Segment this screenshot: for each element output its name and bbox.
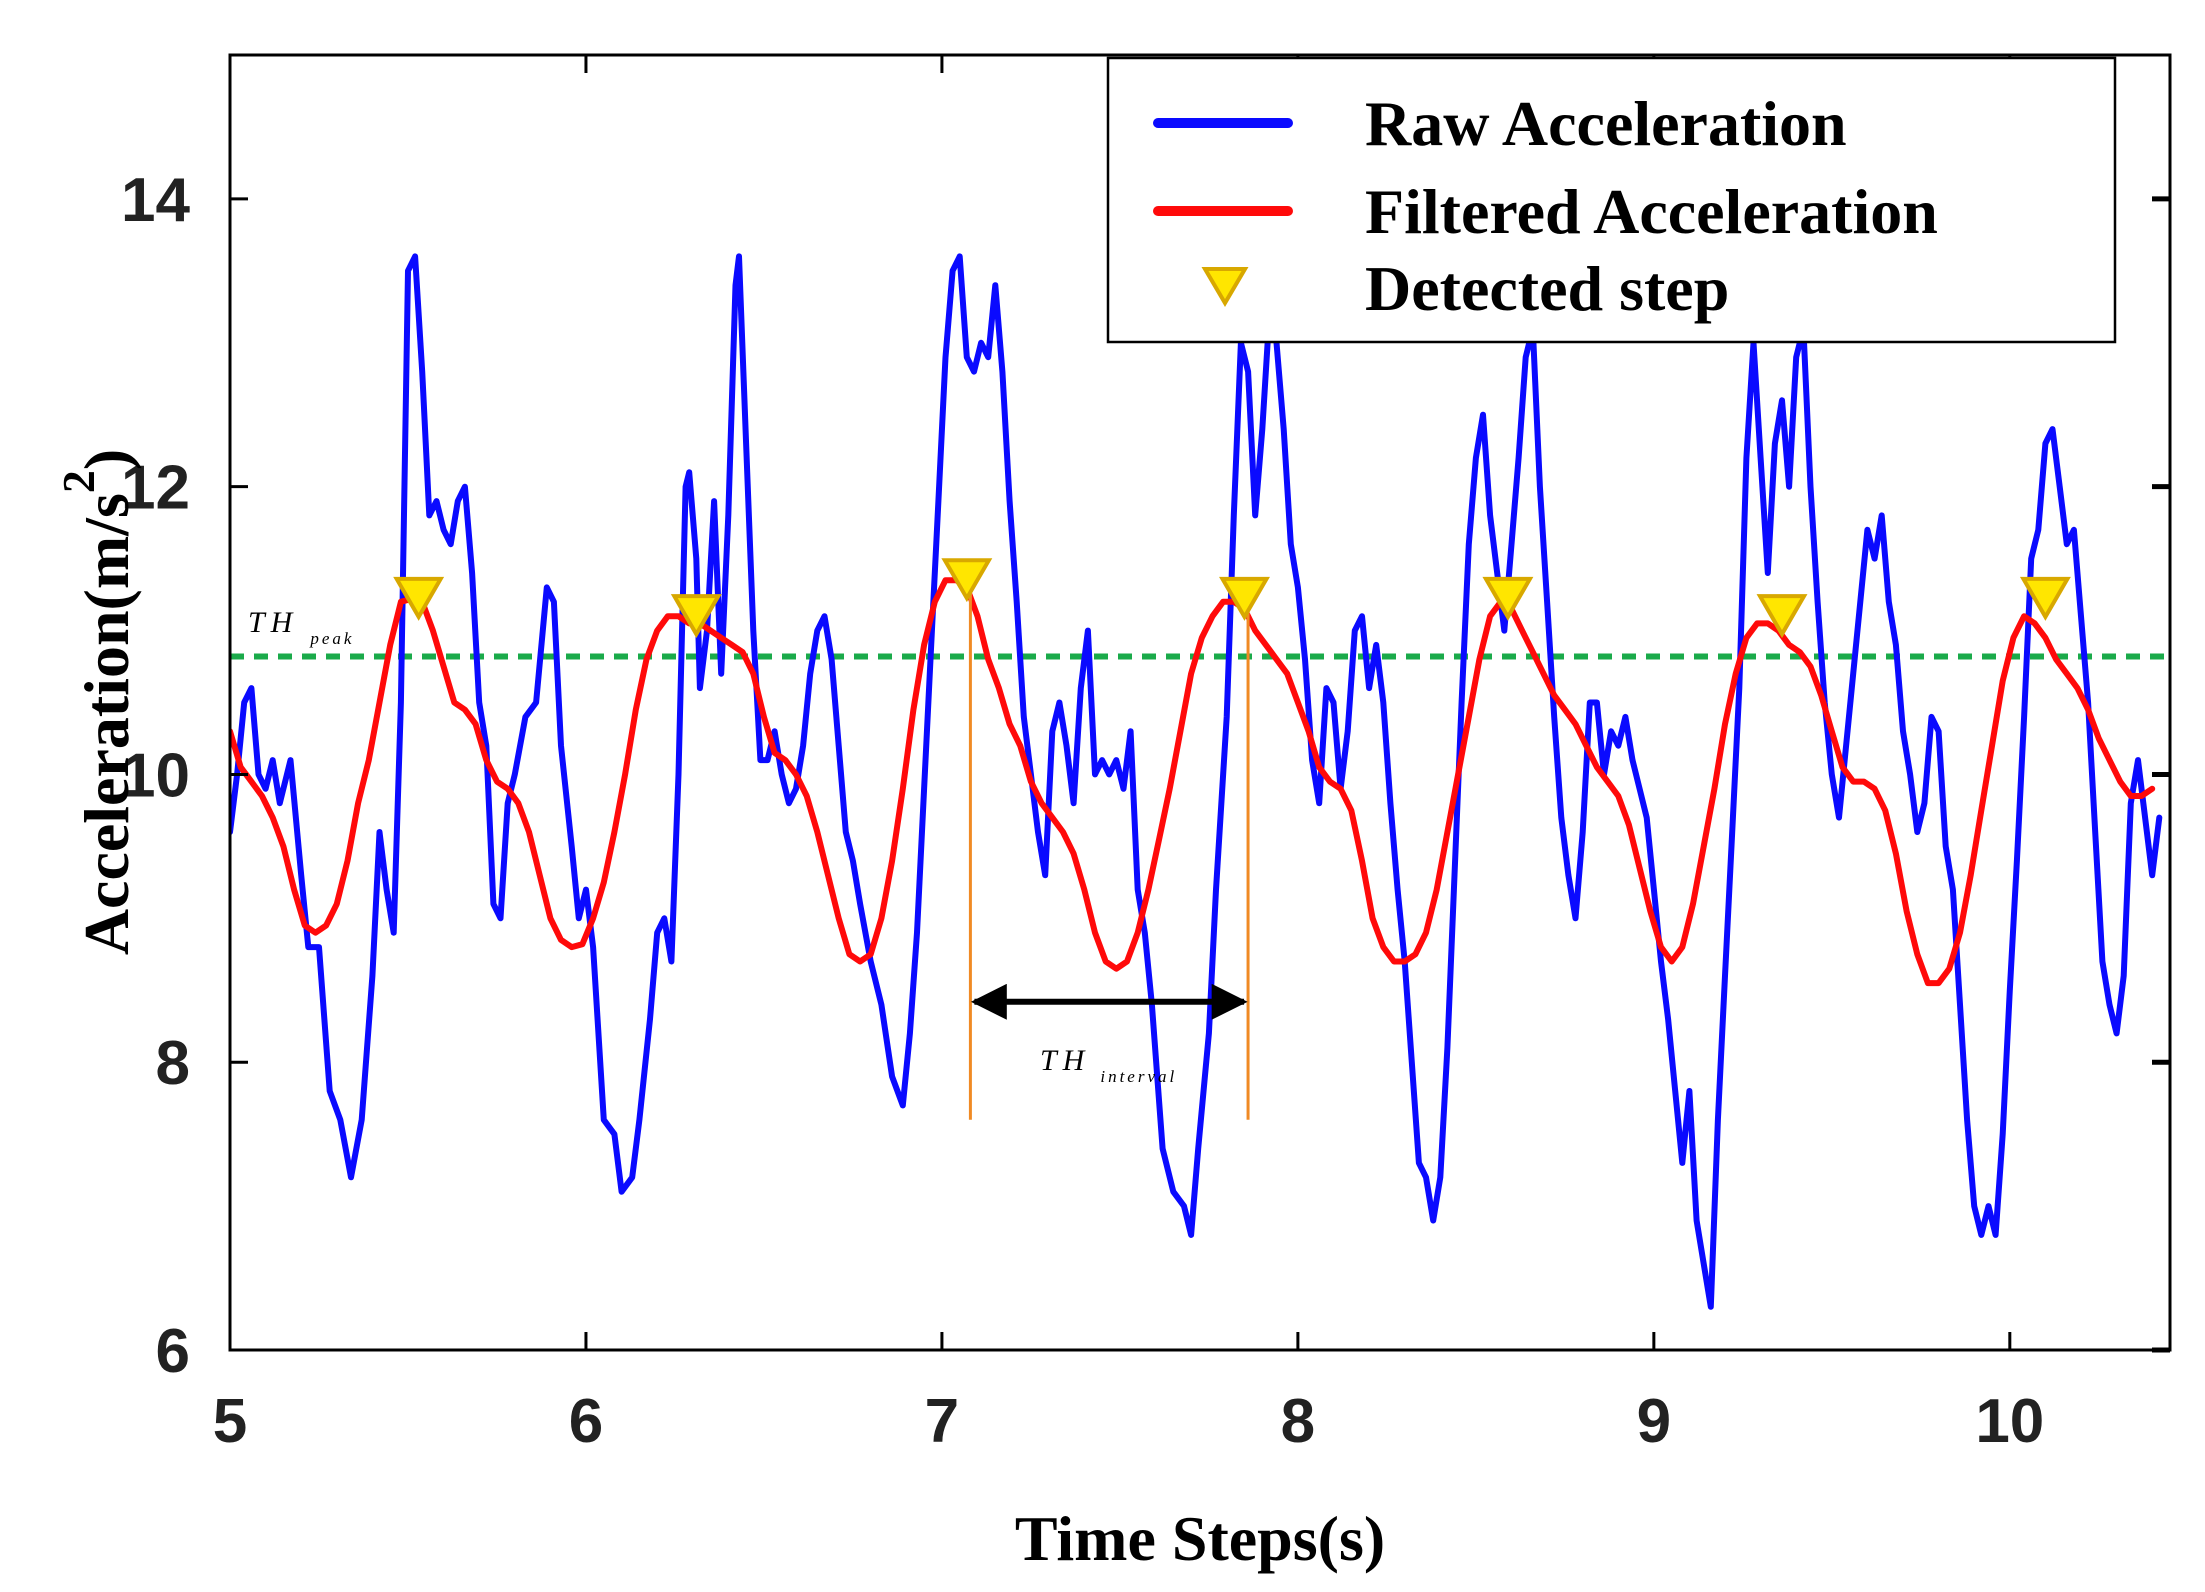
detected-step-marker: [1219, 576, 1270, 621]
x-tick-label: 6: [569, 1387, 603, 1456]
legend-step-marker: [1201, 267, 1249, 307]
y-tick-label: 10: [121, 741, 190, 810]
th-interval-label-sub: interval: [1100, 1067, 1177, 1086]
legend-filtered-label: Filtered Acceleration: [1365, 176, 1938, 247]
legend: Raw Acceleration Filtered Acceleration D…: [1106, 56, 2117, 344]
detected-step-marker: [2019, 576, 2071, 621]
th-peak-label-main: TH: [248, 606, 298, 639]
detected-step-marker: [941, 558, 993, 603]
x-tick-label: 5: [213, 1387, 247, 1456]
detected-step-markers: [393, 558, 2071, 639]
th-interval-label: TH interval: [1040, 1044, 1177, 1086]
th-peak-label-sub: peak: [309, 629, 354, 648]
y-axis-title-main: Acceleration(m/s: [71, 493, 142, 955]
legend-raw-label: Raw Acceleration: [1365, 88, 1847, 159]
y-tick-label: 14: [121, 166, 190, 235]
x-axis-title: Time Steps(s): [1015, 1503, 1385, 1574]
detected-step-marker: [670, 594, 722, 639]
filtered-acceleration-line: [230, 577, 2156, 987]
x-tick-label: 10: [1975, 1387, 2044, 1456]
raw-acceleration-line: [230, 253, 2163, 1310]
x-tick-label: 7: [925, 1387, 959, 1456]
y-tick-label: 12: [121, 454, 190, 523]
annotation-layer: TH interval TH peak: [248, 580, 1250, 1120]
y-axis-title-close: ): [71, 449, 142, 470]
y-tick-label: 6: [156, 1317, 190, 1386]
y-axis-title-exponent: 2: [53, 470, 104, 493]
legend-step-label: Detected step: [1365, 253, 1729, 324]
detected-step-marker: [393, 576, 445, 621]
plot-frame: [228, 53, 2172, 1352]
x-tick-label: 8: [1281, 1387, 1315, 1456]
series-layer: [230, 253, 2170, 1310]
detected-step-marker: [1756, 594, 1808, 639]
x-tick-label: 9: [1637, 1387, 1671, 1456]
th-interval-label-main: TH: [1040, 1044, 1090, 1077]
y-tick-label: 8: [156, 1029, 190, 1098]
th-peak-label: TH peak: [248, 606, 354, 648]
y-axis-title: Acceleration(m/s2): [53, 449, 142, 955]
legend-box: [1106, 56, 2117, 344]
detected-step-marker: [1482, 576, 1534, 621]
